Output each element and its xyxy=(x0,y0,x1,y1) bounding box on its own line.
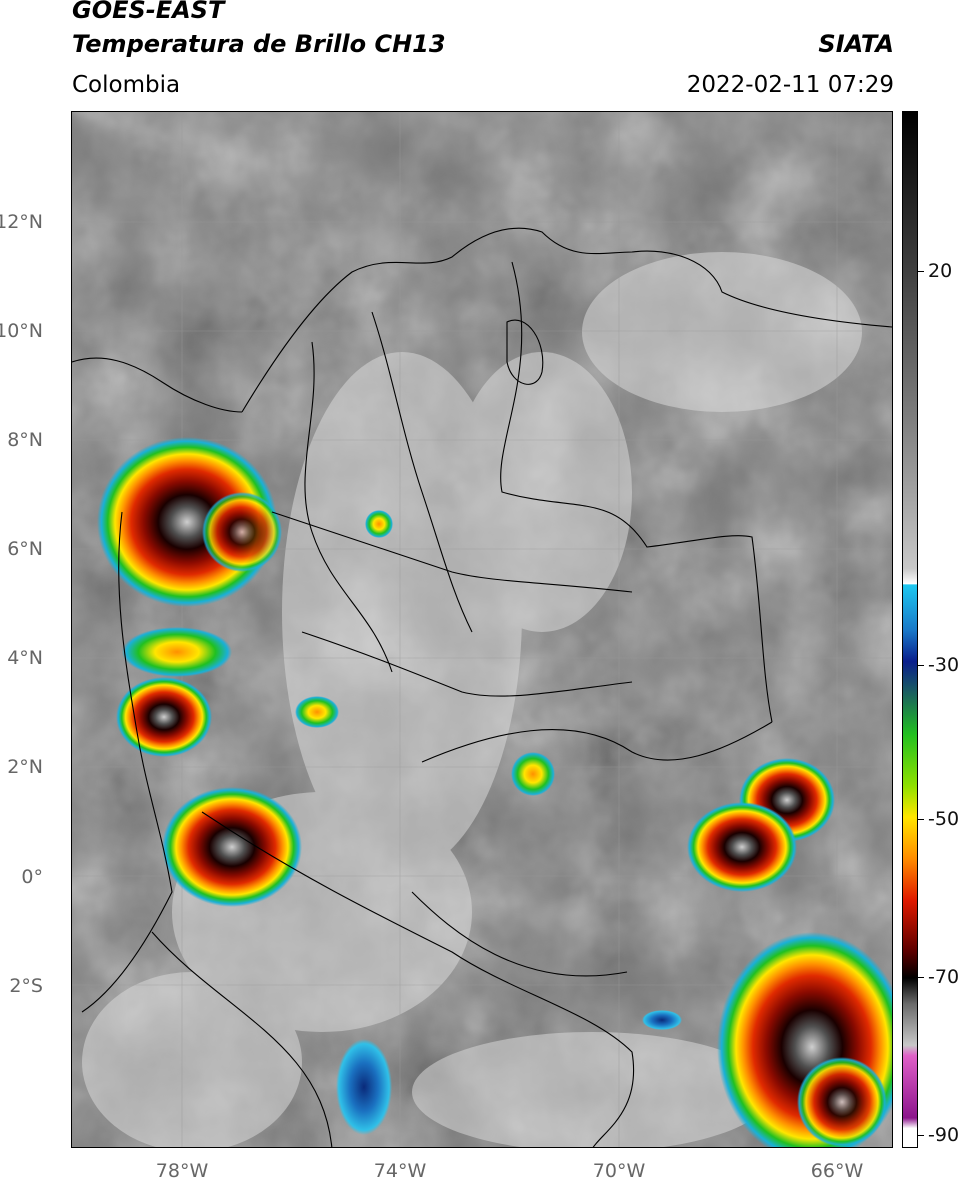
storm-narino xyxy=(162,787,302,907)
caribbean-coast xyxy=(241,227,892,413)
ecuador-peru xyxy=(151,931,333,1147)
lon-tick-66w: 66°W xyxy=(810,1160,864,1182)
pacific-coast xyxy=(81,511,173,1013)
colorbar-tickmark-m90 xyxy=(918,1135,924,1136)
peru-border xyxy=(411,891,628,977)
satellite-map[interactable] xyxy=(71,111,893,1148)
borders xyxy=(72,227,892,1147)
colorbar-label-m50: -50 xyxy=(928,808,960,830)
datetime-label: 2022-02-11 07:29 xyxy=(686,72,894,98)
panama-coast xyxy=(72,357,243,413)
convective-cells xyxy=(97,437,892,1147)
inner-depts-4 xyxy=(301,631,633,697)
storm-guaviare xyxy=(511,752,555,796)
region-label: Colombia xyxy=(72,72,181,98)
storm-pacific-mid xyxy=(116,677,212,757)
lon-tick-70w: 70°W xyxy=(592,1160,646,1182)
colorbar-tickmark-m30 xyxy=(918,665,924,666)
colorbar-label-m70: -70 xyxy=(928,966,960,988)
colorbar-tickmark-m50 xyxy=(918,819,924,820)
colorbar-label-m30: -30 xyxy=(928,654,960,676)
lat-tick-10n: 10°N xyxy=(0,320,43,342)
lon-tick-74w: 74°W xyxy=(373,1160,427,1182)
inner-depts-2 xyxy=(371,311,473,633)
storm-amazonas-east xyxy=(687,802,797,892)
lat-tick-8n: 8°N xyxy=(7,429,43,451)
colorbar-tickmark-20 xyxy=(918,271,924,272)
storm-blue-south xyxy=(336,1039,392,1135)
colorbar xyxy=(902,111,918,1148)
colombia-south-border xyxy=(201,811,635,1147)
title-satellite: GOES-EAST xyxy=(72,0,225,24)
colorbar-tickmark-m70 xyxy=(918,977,924,978)
storm-small-valle xyxy=(295,696,339,728)
inner-depts-3 xyxy=(271,511,633,593)
agency-label: SIATA xyxy=(818,30,894,58)
colombia-venezuela-border xyxy=(500,261,773,723)
maracaibo-lake xyxy=(506,319,544,385)
storm-small-antioquia xyxy=(365,510,393,538)
lat-tick-12n: 12°N xyxy=(0,211,43,233)
lon-tick-78w: 78°W xyxy=(155,1160,209,1182)
inner-depts-1 xyxy=(304,341,393,673)
storm-pacific-north xyxy=(122,627,232,677)
brazil-border xyxy=(421,721,773,763)
title-product: Temperatura de Brillo CH13 xyxy=(72,30,446,58)
lat-tick-2s: 2°S xyxy=(9,975,43,997)
colorbar-label-20: 20 xyxy=(928,260,953,282)
lat-tick-4n: 4°N xyxy=(7,647,43,669)
lat-tick-2n: 2°N xyxy=(7,756,43,778)
colorbar-label-m90: -90 xyxy=(928,1124,960,1146)
lat-tick-6n: 6°N xyxy=(7,538,43,560)
lat-tick-0: 0° xyxy=(21,866,43,888)
